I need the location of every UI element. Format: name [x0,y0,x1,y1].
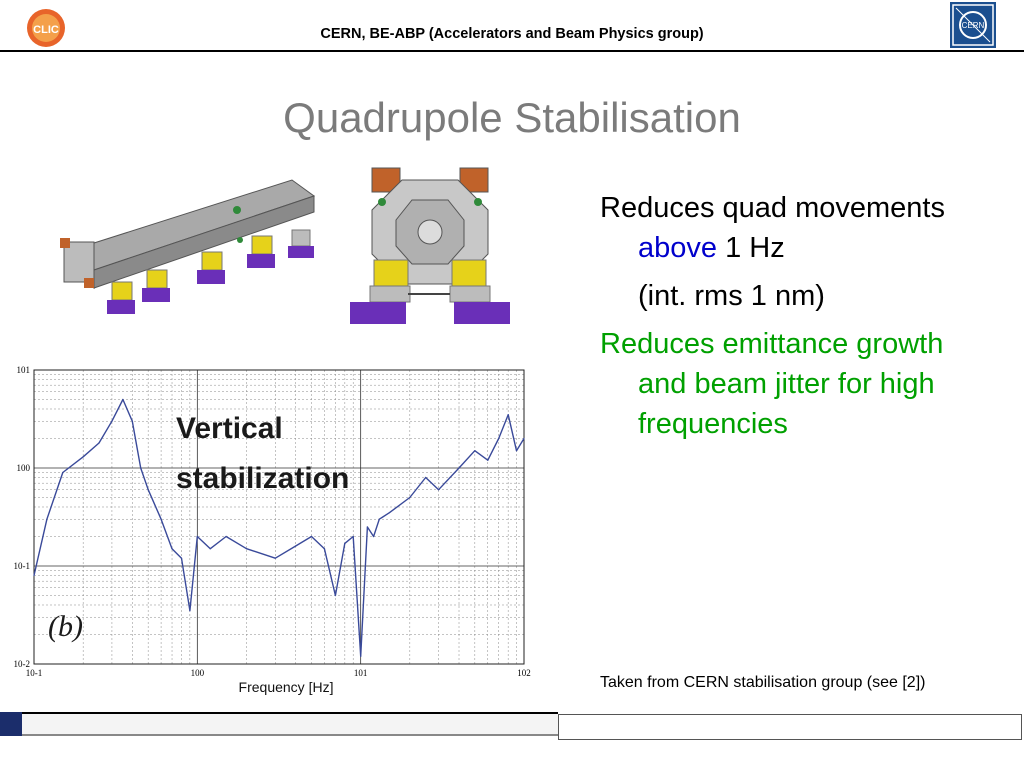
spectrum-data-point [515,450,518,452]
spectrum-data-point [388,512,391,514]
spectrum-data-point [366,526,369,528]
chart-plot-frame [33,369,525,665]
spectrum-data-point [274,557,276,559]
footer-talk-title-box [558,714,1022,740]
spectrum-data-point [344,542,346,545]
spectrum-data-point [196,535,198,538]
x-tick-label: 100 [191,668,205,678]
spectrum-data-point [507,414,509,416]
spectrum-data-point [360,655,362,657]
chart-annotation-stabilization: stabilization [176,462,349,495]
source-note: Taken from CERN stabilisation group (see… [600,674,926,691]
quadrupole-side-view-image [52,160,337,335]
header-divider [0,50,1024,52]
spectrum-data-point [372,535,375,538]
bullet-1-line-1: Reduces quad movements [600,192,945,224]
footer [0,712,1024,740]
spectrum-data-point [122,398,124,401]
spectrum-data-point [62,471,64,474]
spectrum-data-point [498,437,500,440]
spectrum-data-point [458,467,460,469]
x-tick-label: 10-1 [26,668,43,678]
cern-logo: CERN [950,2,996,48]
footer-authors-box [22,712,558,736]
y-axis-ticks: 101 100 10-1 10-2 [14,365,31,669]
bullet-1-frequency: 1 Hz [717,232,785,264]
spectrum-data-point [474,450,476,452]
spectrum-data-point [334,594,336,597]
spectrum-data-point [523,437,525,440]
x-tick-label: 101 [354,668,368,678]
spectrum-data-point [225,535,227,538]
spectrum-data-point [82,456,84,458]
spectrum-data-point [147,489,149,491]
bullet-list: Reduces quad movements above 1 Hz (int. … [600,188,1020,444]
x-axis-ticks: 10-1 100 101 102 [26,668,531,678]
spectrum-data-point [378,518,380,520]
bullet-1-line-2: above 1 Hz [600,228,1020,268]
chart-x-axis-label: Frequency [Hz] [239,679,334,695]
y-tick-label: 10-2 [14,659,31,669]
clic-logo: CLIC [26,8,66,48]
spectrum-data-point [160,518,162,520]
y-tick-label: 101 [17,365,31,375]
spectrum-data-point [295,545,297,547]
stabilization-spectrum-chart: 101 100 10-1 10-2 10-1 100 101 102 Verti… [4,358,544,700]
chart-panel-label: (b) [48,610,83,643]
bullet-2-line-2: and beam jitter for high [638,368,935,400]
bullet-2-line-3: frequencies [638,408,788,440]
cern-logo-text: CERN [962,21,985,30]
spectrum-data-point [425,476,427,479]
header-title: CERN, BE-ABP (Accelerators and Beam Phys… [320,26,704,42]
spectrum-data-point [171,548,173,550]
spectrum-data-point [46,518,48,520]
y-tick-label: 100 [17,463,31,473]
bullet-1-line-3: (int. rms 1 nm) [638,280,825,312]
footer-accent-bar [0,712,22,736]
spectrum-data-point [310,535,313,538]
spectrum-data-point [245,548,248,550]
spectrum-data-point [209,548,211,550]
bullet-2-line-1: Reduces emittance growth [600,328,944,360]
spectrum-data-point [352,535,354,538]
spectrum-data-point [437,489,440,491]
bullet-1-highlight: above [638,232,718,264]
clic-logo-text: CLIC [33,24,59,36]
spectrum-data-point [33,574,35,577]
spectrum-data-point [98,442,100,444]
spectrum-data-point [140,467,142,469]
spectrum-data-point [111,420,113,422]
quadrupole-front-view-image [342,160,517,335]
spectrum-data-point [131,420,133,422]
x-tick-label: 102 [517,668,531,678]
spectrum-data-point [323,548,326,550]
chart-annotation-vertical: Vertical [176,412,283,445]
spectrum-data-point [180,557,183,559]
y-tick-label: 10-1 [14,561,31,571]
spectrum-data-point [409,496,411,499]
spectrum-data-point [487,459,489,461]
spectrum-data-point [189,610,191,612]
spectrum-series-line [33,398,525,657]
slide-title: Quadrupole Stabilisation [283,94,741,141]
